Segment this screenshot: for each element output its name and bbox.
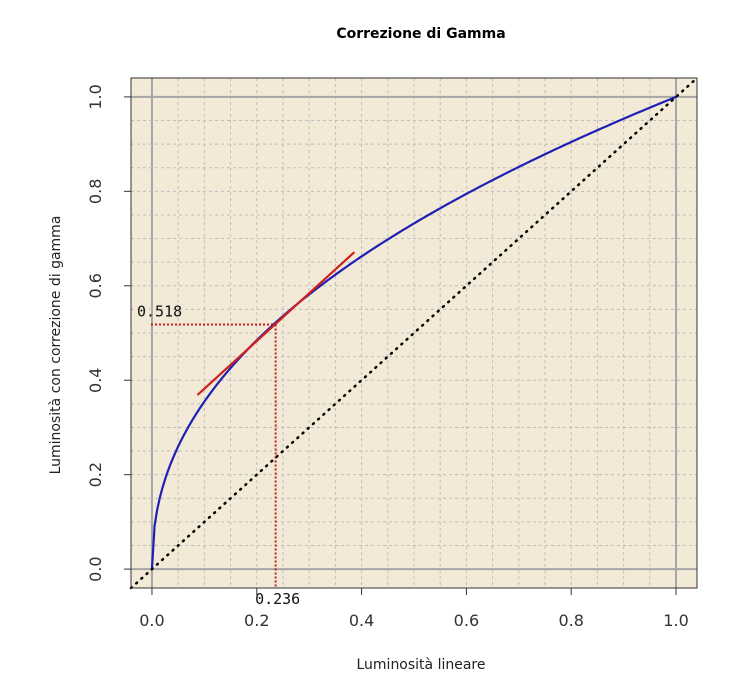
y-axis-label: Luminosità con correzione di gamma	[48, 216, 64, 475]
x-tick-label: 0.4	[349, 611, 374, 630]
x-tick-label: 0.8	[558, 611, 583, 630]
y-tick-label: 0.8	[86, 179, 105, 204]
x-tick-label: 0.6	[454, 611, 479, 630]
x-tick-label: 0.0	[139, 611, 164, 630]
x-tick-label: 1.0	[663, 611, 688, 630]
x-tick-label: 0.2	[244, 611, 269, 630]
plot-frame	[130, 77, 698, 589]
grid	[131, 78, 697, 588]
y-tick-label: 1.0	[86, 84, 105, 109]
annotations: 0.518 0.236	[137, 303, 300, 609]
annotation-x-value: 0.236	[255, 590, 300, 608]
tangent-line	[196, 251, 355, 396]
identity-line	[129, 76, 699, 590]
series-group	[129, 76, 699, 590]
axes: 0.0 0.2 0.4 0.6 0.8 1.0 0.0 0.2 0.4 0.6 0.8 1.0	[86, 84, 689, 630]
chart-title: Correzione di Gamma	[336, 26, 505, 42]
reference-lines	[151, 323, 277, 588]
annotation-y-value: 0.518	[137, 303, 182, 321]
y-tick-label: 0.4	[86, 367, 105, 392]
x-axis-label: Luminosità lineare	[356, 657, 485, 673]
y-tick-label: 0.6	[86, 273, 105, 298]
y-tick-label: 0.2	[86, 462, 105, 487]
y-tick-label: 0.0	[86, 556, 105, 581]
